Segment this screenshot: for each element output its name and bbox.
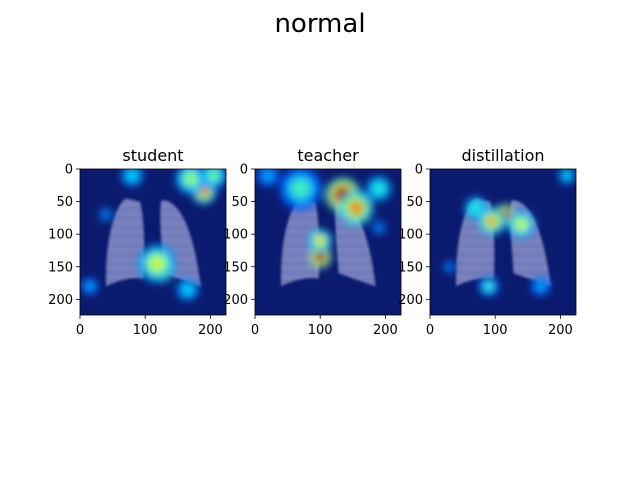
left-lung: [105, 198, 145, 287]
xtick-label: 0: [426, 323, 434, 338]
axes-frame: [79, 168, 227, 316]
heat-spot: [207, 169, 220, 182]
heat-spot: [148, 255, 166, 272]
ytick-label: 150: [48, 260, 73, 275]
heat-spot: [315, 251, 326, 262]
heat-spot: [484, 281, 494, 291]
ytick-label: 100: [223, 228, 248, 243]
heat-spot: [348, 200, 364, 216]
figure-title: normal: [274, 9, 365, 39]
axes-frame: [429, 168, 577, 316]
heatmap-background: [430, 169, 576, 315]
heat-spot: [261, 169, 275, 183]
heat-spot: [291, 178, 311, 199]
heat-spot: [125, 169, 140, 183]
panel-title: teacher: [297, 146, 359, 165]
xtick-label: 0: [251, 323, 259, 338]
panel-title: distillation: [462, 146, 545, 165]
heat-spot: [183, 171, 198, 186]
ytick-label: 200: [48, 293, 73, 308]
xtick-label: 0: [76, 323, 84, 338]
ytick-label: 200: [398, 293, 423, 308]
heatmap-area: [80, 169, 226, 315]
xtick-label: 100: [308, 323, 333, 338]
heat-overlay: [80, 169, 226, 301]
ytick-label: 50: [231, 195, 248, 210]
xtick-label: 200: [548, 323, 573, 338]
heat-spot: [371, 180, 387, 197]
heat-spot: [99, 207, 113, 222]
heat-spot: [515, 218, 528, 231]
ytick-label: 0: [415, 163, 423, 178]
ytick-label: 100: [398, 228, 423, 243]
ytick-label: 100: [48, 228, 73, 243]
heat-spot: [534, 280, 547, 293]
axes-frame: [254, 168, 402, 316]
xtick-label: 100: [133, 323, 158, 338]
heat-spot: [468, 201, 483, 216]
heat-spot: [371, 220, 386, 235]
ytick-label: 150: [398, 260, 423, 275]
panel-title: student: [122, 146, 183, 165]
xtick-label: 200: [373, 323, 398, 338]
heat-spot: [485, 214, 499, 228]
heat-spot: [443, 260, 456, 273]
xtick-label: 200: [198, 323, 223, 338]
heat-spot: [314, 235, 326, 247]
left-lung: [280, 198, 320, 287]
heatmap-area: [255, 169, 401, 315]
heat-spot: [561, 170, 573, 181]
ytick-label: 50: [406, 195, 423, 210]
ytick-label: 50: [56, 195, 73, 210]
ytick-label: 150: [223, 260, 248, 275]
ytick-label: 200: [223, 293, 248, 308]
ytick-label: 0: [65, 163, 73, 178]
heat-spot: [180, 282, 195, 297]
heat-spot: [84, 280, 96, 292]
xtick-label: 100: [483, 323, 508, 338]
heatmap-area: [430, 169, 576, 315]
heat-overlay: [256, 169, 392, 269]
ytick-label: 0: [240, 163, 248, 178]
heat-overlay: [443, 169, 576, 297]
